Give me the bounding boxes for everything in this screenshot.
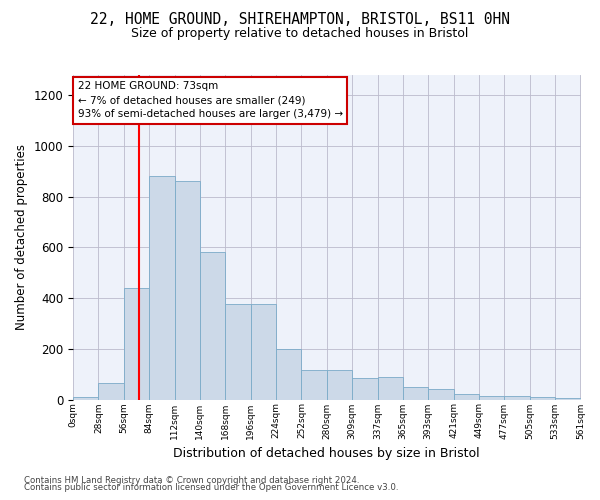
Text: Size of property relative to detached houses in Bristol: Size of property relative to detached ho… <box>131 28 469 40</box>
Bar <box>479 396 505 400</box>
Bar <box>505 396 530 400</box>
Text: Contains public sector information licensed under the Open Government Licence v3: Contains public sector information licen… <box>24 484 398 492</box>
X-axis label: Distribution of detached houses by size in Bristol: Distribution of detached houses by size … <box>173 447 480 460</box>
Text: 22, HOME GROUND, SHIREHAMPTON, BRISTOL, BS11 0HN: 22, HOME GROUND, SHIREHAMPTON, BRISTOL, … <box>90 12 510 28</box>
Bar <box>73 397 98 400</box>
Text: Contains HM Land Registry data © Crown copyright and database right 2024.: Contains HM Land Registry data © Crown c… <box>24 476 359 485</box>
Bar <box>377 376 403 400</box>
Bar <box>301 370 327 400</box>
Bar <box>149 176 175 400</box>
Bar <box>225 304 251 400</box>
Y-axis label: Number of detached properties: Number of detached properties <box>15 144 28 330</box>
Bar <box>530 397 555 400</box>
Bar <box>352 378 377 400</box>
Bar <box>276 349 301 400</box>
Bar <box>454 394 479 400</box>
Bar <box>428 390 454 400</box>
Bar <box>124 288 149 400</box>
Bar <box>200 252 225 400</box>
Bar <box>403 387 428 400</box>
Bar <box>251 304 276 400</box>
Bar <box>98 383 124 400</box>
Text: 22 HOME GROUND: 73sqm
← 7% of detached houses are smaller (249)
93% of semi-deta: 22 HOME GROUND: 73sqm ← 7% of detached h… <box>77 82 343 120</box>
Bar <box>175 182 200 400</box>
Bar <box>555 398 581 400</box>
Bar <box>327 370 352 400</box>
